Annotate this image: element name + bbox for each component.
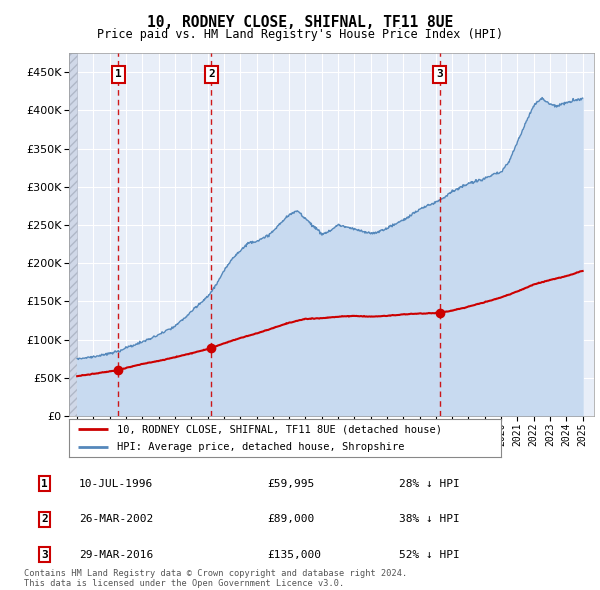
Text: 3: 3 bbox=[41, 550, 48, 559]
Text: 26-MAR-2002: 26-MAR-2002 bbox=[79, 514, 154, 524]
Text: 2: 2 bbox=[41, 514, 48, 524]
Text: 52% ↓ HPI: 52% ↓ HPI bbox=[400, 550, 460, 559]
Bar bbox=[69, 53, 77, 416]
Text: HPI: Average price, detached house, Shropshire: HPI: Average price, detached house, Shro… bbox=[116, 442, 404, 452]
Text: 10, RODNEY CLOSE, SHIFNAL, TF11 8UE (detached house): 10, RODNEY CLOSE, SHIFNAL, TF11 8UE (det… bbox=[116, 424, 442, 434]
Text: 1: 1 bbox=[41, 479, 48, 489]
Text: 10, RODNEY CLOSE, SHIFNAL, TF11 8UE: 10, RODNEY CLOSE, SHIFNAL, TF11 8UE bbox=[147, 15, 453, 30]
Text: £59,995: £59,995 bbox=[267, 479, 314, 489]
Text: 28% ↓ HPI: 28% ↓ HPI bbox=[400, 479, 460, 489]
Text: 29-MAR-2016: 29-MAR-2016 bbox=[79, 550, 154, 559]
Text: 3: 3 bbox=[436, 70, 443, 80]
Text: Contains HM Land Registry data © Crown copyright and database right 2024.
This d: Contains HM Land Registry data © Crown c… bbox=[24, 569, 407, 588]
Text: Price paid vs. HM Land Registry's House Price Index (HPI): Price paid vs. HM Land Registry's House … bbox=[97, 28, 503, 41]
Text: 10-JUL-1996: 10-JUL-1996 bbox=[79, 479, 154, 489]
Text: £89,000: £89,000 bbox=[267, 514, 314, 524]
Text: 38% ↓ HPI: 38% ↓ HPI bbox=[400, 514, 460, 524]
Text: 2: 2 bbox=[208, 70, 215, 80]
Text: £135,000: £135,000 bbox=[267, 550, 321, 559]
Text: 1: 1 bbox=[115, 70, 122, 80]
